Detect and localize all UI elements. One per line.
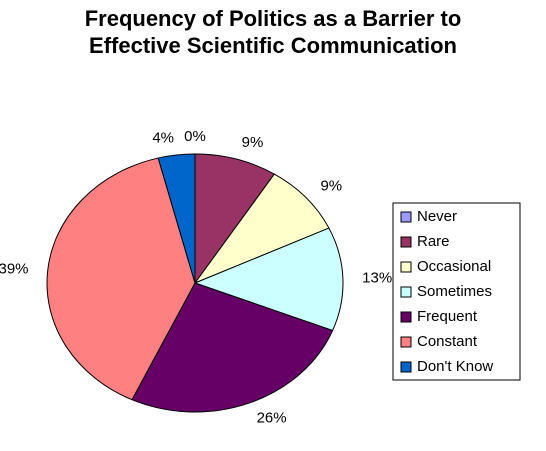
pie-slice xyxy=(194,153,276,285)
legend-label: Constant xyxy=(417,333,478,350)
legend-label: Occasional xyxy=(417,258,491,275)
pie-slice xyxy=(193,227,344,332)
data-label: 9% xyxy=(242,134,264,151)
legend-swatch xyxy=(400,311,412,323)
legend-swatch xyxy=(400,261,412,273)
legend-label: Never xyxy=(417,208,457,225)
chart-title: Effective Scientific Communication xyxy=(89,33,457,58)
chart-title: Frequency of Politics as a Barrier to xyxy=(85,6,462,31)
legend-swatch xyxy=(400,211,412,223)
data-label: 26% xyxy=(257,410,287,427)
data-label: 13% xyxy=(362,269,392,286)
legend-label: Rare xyxy=(417,233,450,250)
legend-label: Frequent xyxy=(417,308,478,325)
legend-label: Sometimes xyxy=(417,283,492,300)
legend-swatch xyxy=(400,286,412,298)
legend-label: Don't Know xyxy=(417,358,493,375)
data-label: 9% xyxy=(320,178,342,195)
pie-slice xyxy=(131,282,334,413)
pie-slice xyxy=(157,153,196,284)
data-label: 39% xyxy=(0,260,29,277)
legend-box xyxy=(392,202,521,381)
legend-swatch xyxy=(400,361,412,373)
pie-slice xyxy=(193,173,330,285)
data-label: 4% xyxy=(152,129,174,146)
data-label: 0% xyxy=(184,128,206,145)
legend-swatch xyxy=(400,236,412,248)
legend-swatch xyxy=(400,336,412,348)
pie-slice xyxy=(46,157,196,401)
